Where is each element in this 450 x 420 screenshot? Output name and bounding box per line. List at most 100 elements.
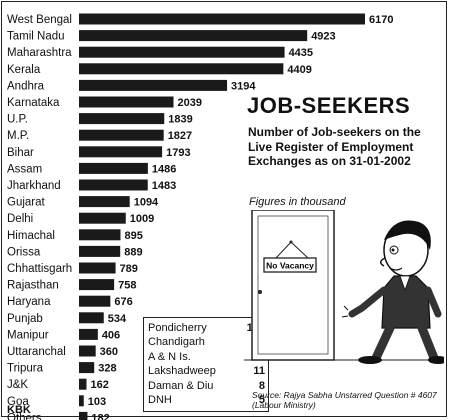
bar [79,295,111,307]
category-label: Others [7,412,42,420]
category-label: U.P. [7,114,28,126]
bar [79,245,121,257]
bar [79,229,121,241]
bar [79,146,163,158]
ut-row: DNH 5 [144,394,268,407]
bar [79,312,104,324]
ut-row: Daman & Diu 8 [144,380,268,393]
bar [79,262,116,274]
category-label: Haryana [7,296,51,308]
ut-value: 11 [253,365,265,378]
illustration: No Vacancy [244,210,444,364]
chart-subtitle: Number of Job-seekers on the Live Regist… [248,125,421,168]
ut-name: Pondicherry [148,322,207,334]
bar [79,328,98,340]
ut-value: 8 [258,379,265,392]
bar [79,212,126,224]
bar [79,129,164,141]
value-label: 182 [91,412,109,420]
ut-name: Chandigarh [148,336,205,349]
value-label: 1827 [168,130,192,142]
value-label: 789 [120,263,138,275]
category-label: Maharashtra [7,47,72,59]
bar [79,378,87,390]
artist-credit: KBK [7,404,31,416]
category-label: Chhattisgarh [7,263,72,275]
category-label: Himachal [7,230,55,242]
unit-note: Figures in thousand [249,196,346,208]
category-label: Manipur [7,329,49,341]
value-label: 534 [108,313,127,325]
ut-name: DNH [148,394,172,406]
category-label: M.P. [7,130,29,142]
category-label: J&K [7,379,28,391]
value-label: 6170 [369,14,393,26]
category-label: Andhra [7,80,45,92]
bar [79,30,308,42]
value-label: 103 [88,396,106,408]
ut-name: Daman & Diu [148,379,214,392]
value-label: 676 [114,296,132,308]
category-label: Karnataka [7,97,60,109]
bar [79,79,228,91]
bar [79,196,130,208]
value-label: 4923 [311,31,335,43]
bar [79,179,148,191]
ut-name: Lakshadweep [148,365,216,378]
category-label: Punjab [7,313,43,325]
bar [79,113,165,125]
value-label: 758 [118,280,136,292]
category-label: Tamil Nadu [7,31,65,43]
category-label: Assam [7,163,42,175]
ut-row: Lakshadweep 11 [144,365,268,378]
value-label: 1483 [152,180,176,192]
value-label: 895 [124,230,142,242]
category-label: Goa [7,396,29,408]
door-knob [258,290,262,294]
bar [79,13,365,25]
bar [79,162,148,174]
bar [79,279,115,291]
category-label: Delhi [7,213,33,225]
job-seeker-figure [341,220,444,364]
no-vacancy-text: No Vacancy [266,261,314,271]
value-label: 1486 [152,163,176,175]
value-label: 328 [98,363,116,375]
value-label: 1793 [166,147,190,159]
category-label: Kerala [7,64,41,76]
sign-string-right [290,241,309,259]
value-label: 1839 [168,114,192,126]
value-label: 889 [124,246,142,258]
category-label: Gujarat [7,197,46,209]
category-label: West Bengal [7,14,72,26]
bar [79,63,284,75]
category-label: Tripura [7,363,44,375]
sign-nail [289,240,293,244]
value-label: 1094 [134,197,159,209]
bar [79,345,96,357]
bar [79,46,285,58]
source-line-2: (Labour Ministry) [252,400,316,410]
category-label: Rajasthan [7,280,59,292]
door-panel [257,215,329,355]
value-label: 360 [100,346,118,358]
value-label: 2039 [178,97,202,109]
bar [79,411,88,420]
door-illustration [251,210,335,361]
chart-title: JOB-SEEKERS [247,93,411,118]
source-line-1: Source: Rajya Sabha Unstarred Question #… [252,390,437,400]
category-label: Orissa [7,246,41,258]
value-label: 4409 [287,64,311,76]
ut-value: 5 [258,394,265,406]
category-label: Uttaranchal [7,346,66,358]
value-label: 4435 [289,47,313,59]
value-label: 3194 [231,80,256,92]
category-label: Jharkhand [7,180,61,192]
value-label: 406 [102,329,120,341]
value-label: 1009 [130,213,154,225]
bar [79,96,174,108]
bar [79,395,84,407]
sign-string-left [275,241,292,259]
